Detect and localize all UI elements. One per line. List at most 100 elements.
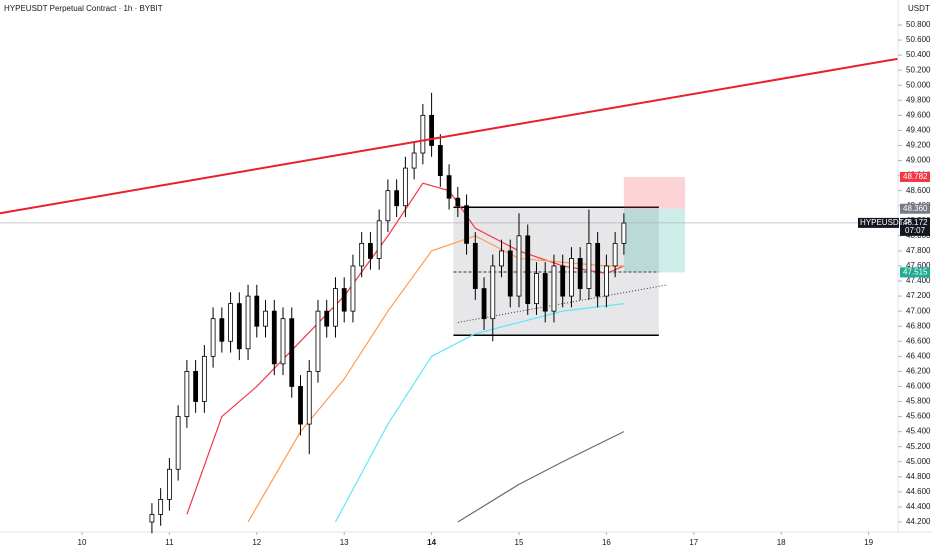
candle-body — [175, 416, 181, 470]
candle-body — [411, 152, 417, 169]
x-tick-label: 11 — [165, 538, 174, 547]
price-label: 48.172 — [903, 218, 928, 227]
candle-body — [359, 242, 365, 267]
price-label-bg — [900, 171, 930, 182]
y-tick-label: 50.800 — [906, 20, 931, 29]
target-zone — [623, 176, 686, 209]
candle-body — [402, 167, 408, 207]
candle-body — [341, 288, 347, 312]
moving-average — [334, 303, 624, 523]
candle-body — [306, 370, 312, 425]
price-label: 48.360 — [903, 204, 928, 213]
support-line — [457, 284, 668, 323]
candle-body — [210, 318, 216, 357]
x-tick-label: 19 — [864, 538, 873, 547]
y-tick-label: 45.200 — [906, 442, 931, 451]
y-tick-label: 44.400 — [906, 502, 931, 511]
moving-average — [247, 235, 624, 523]
candle-body — [612, 242, 618, 267]
candle-body — [201, 355, 207, 402]
y-tick-label: 50.600 — [906, 35, 931, 44]
y-tick-label: 47.400 — [906, 276, 931, 285]
countdown: 07:07 — [905, 226, 926, 235]
y-tick-label: 49.200 — [906, 141, 931, 150]
candle-body — [499, 250, 504, 267]
y-tick-label: 50.000 — [906, 80, 931, 89]
x-tick-label: 12 — [252, 538, 261, 547]
candle-body — [595, 242, 601, 297]
candle-body — [542, 273, 548, 312]
y-tick-label: 50.200 — [906, 65, 931, 74]
candle-body — [420, 114, 426, 154]
candle-body — [254, 295, 260, 327]
y-tick-label: 49.000 — [906, 156, 931, 165]
x-tick-label: 17 — [689, 538, 698, 547]
symbol-label: HYPEUSDT.P — [860, 218, 910, 227]
candle-body — [551, 265, 557, 312]
candle-body — [560, 265, 566, 297]
candle-body — [263, 310, 268, 327]
candle-body — [271, 310, 277, 365]
candle-body — [437, 145, 443, 177]
x-tick-label: 16 — [602, 538, 611, 547]
candle-body — [149, 514, 155, 523]
candle-body — [490, 265, 496, 320]
moving-average — [457, 431, 625, 523]
x-tick-label: 15 — [515, 538, 524, 547]
candle-body — [621, 222, 627, 244]
candle-body — [315, 310, 321, 372]
trendline — [0, 57, 898, 215]
y-tick-label: 46.200 — [906, 367, 931, 376]
price-label-bg — [900, 217, 930, 236]
y-tick-label: 45.800 — [906, 397, 931, 406]
y-tick-label: 46.800 — [906, 321, 931, 330]
y-tick-label: 48.600 — [906, 186, 931, 195]
symbol-label-bg — [858, 217, 899, 228]
candle-body — [429, 114, 435, 146]
candle-body — [516, 235, 522, 297]
candle-body — [472, 242, 478, 289]
price-label: 48.782 — [903, 172, 928, 181]
candle-body — [333, 288, 338, 327]
candle-body — [604, 265, 609, 297]
x-tick-label: 14 — [427, 538, 436, 547]
y-tick-label: 44.600 — [906, 487, 931, 496]
y-tick-label: 50.400 — [906, 50, 931, 59]
candle-body — [569, 258, 574, 297]
stop-zone — [623, 208, 686, 273]
chart-title: HYPEUSDT Perpetual Contract · 1h · BYBIT — [4, 4, 163, 13]
y-tick-label: 47.200 — [906, 291, 931, 300]
candle-body — [324, 310, 330, 327]
price-label-bg — [900, 267, 930, 278]
candle-body — [376, 220, 382, 259]
y-tick-label: 47.800 — [906, 246, 931, 255]
y-tick-label: 45.400 — [906, 427, 931, 436]
candle-body — [166, 468, 172, 500]
y-tick-label: 45.600 — [906, 412, 931, 421]
candle-body — [525, 235, 531, 305]
y-tick-label: 49.800 — [906, 95, 931, 104]
candle-body — [394, 190, 400, 207]
candle-body — [534, 273, 539, 305]
y-tick-label: 44.200 — [906, 517, 931, 526]
candle-body — [228, 303, 233, 342]
candle-body — [280, 318, 286, 365]
candle-body — [184, 370, 190, 417]
candle-body — [507, 250, 513, 297]
y-tick-label: 49.600 — [906, 110, 931, 119]
currency: USDT — [908, 4, 930, 13]
candle-body — [289, 318, 295, 387]
y-tick-label: 46.600 — [906, 336, 931, 345]
candle-body — [481, 288, 487, 320]
candle-body — [350, 265, 356, 312]
y-tick-label: 47.000 — [906, 306, 931, 315]
candle-body — [385, 190, 391, 222]
candle-body — [219, 318, 225, 342]
x-tick-label: 10 — [78, 538, 87, 547]
candle-body — [368, 242, 373, 259]
candle-body — [236, 303, 242, 350]
price-label-bg — [900, 203, 930, 214]
